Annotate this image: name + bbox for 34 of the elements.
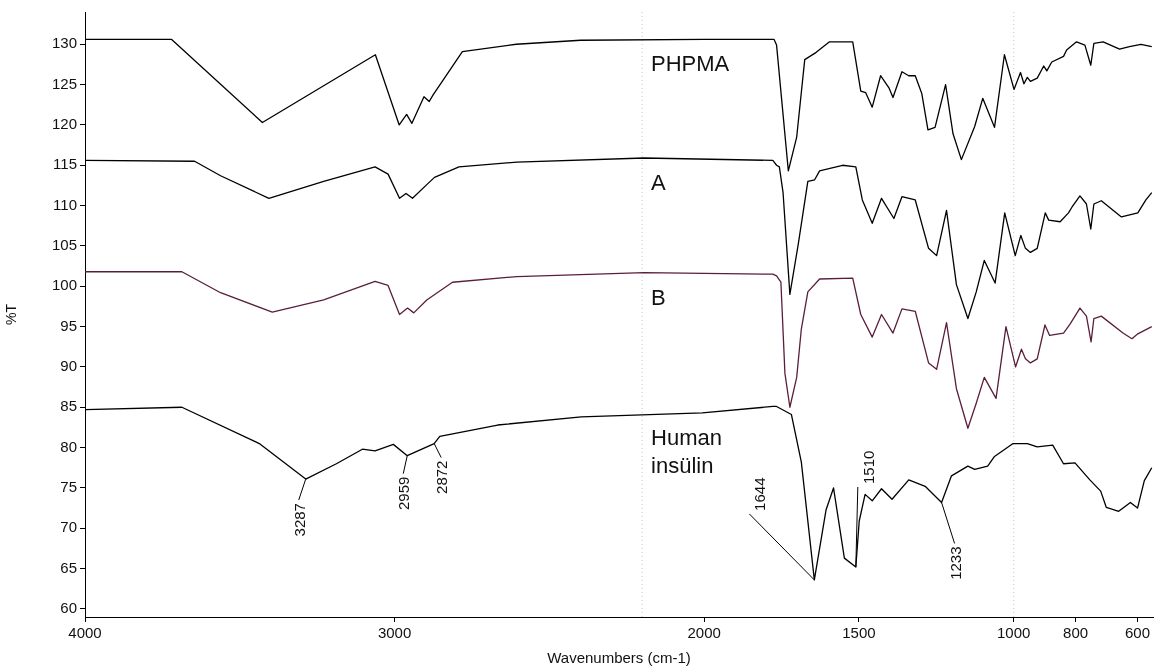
- annotation: 1233: [946, 546, 964, 580]
- x-tick-label: 1500: [842, 624, 876, 642]
- annotation: 1644: [751, 477, 769, 511]
- x-tick-label: 4000: [68, 624, 102, 642]
- annotation: 3287: [290, 503, 308, 537]
- x-tick-label: 800: [1063, 624, 1089, 642]
- series-label: A: [651, 170, 667, 196]
- y-tick-label: 100: [51, 276, 77, 294]
- x-tick-label: 2000: [687, 624, 721, 642]
- y-tick-label: 105: [51, 236, 77, 254]
- y-tick-label: 115: [53, 155, 77, 173]
- y-tick-label: 125: [51, 74, 77, 92]
- y-tick-label: 110: [53, 195, 77, 213]
- y-tick-label: 65: [60, 558, 77, 576]
- y-tick-label: 120: [51, 115, 77, 133]
- annotation: 2872: [433, 460, 451, 494]
- series-label: PHPMA: [651, 51, 730, 77]
- y-tick-label: 130: [51, 34, 77, 52]
- y-tick-label: 90: [60, 357, 77, 375]
- y-tick-label: 85: [60, 397, 77, 415]
- x-tick-label: 3000: [377, 624, 412, 642]
- x-tick-label: 1000: [997, 624, 1031, 642]
- series-label: B: [651, 284, 666, 310]
- y-tick-label: 70: [60, 518, 77, 536]
- x-tick-label: 600: [1125, 624, 1151, 642]
- annotation: 2959: [395, 476, 413, 511]
- x-axis-title: Wavenumbers (cm-1): [547, 649, 691, 667]
- series-label: Human insülin: [651, 424, 722, 478]
- annotation: 1510: [859, 450, 877, 484]
- y-axis-title: %T: [3, 303, 20, 325]
- y-tick-label: 80: [60, 437, 77, 455]
- y-tick-label: 95: [60, 316, 77, 334]
- y-tick-label: 75: [60, 478, 77, 496]
- y-tick-label: 60: [60, 599, 77, 617]
